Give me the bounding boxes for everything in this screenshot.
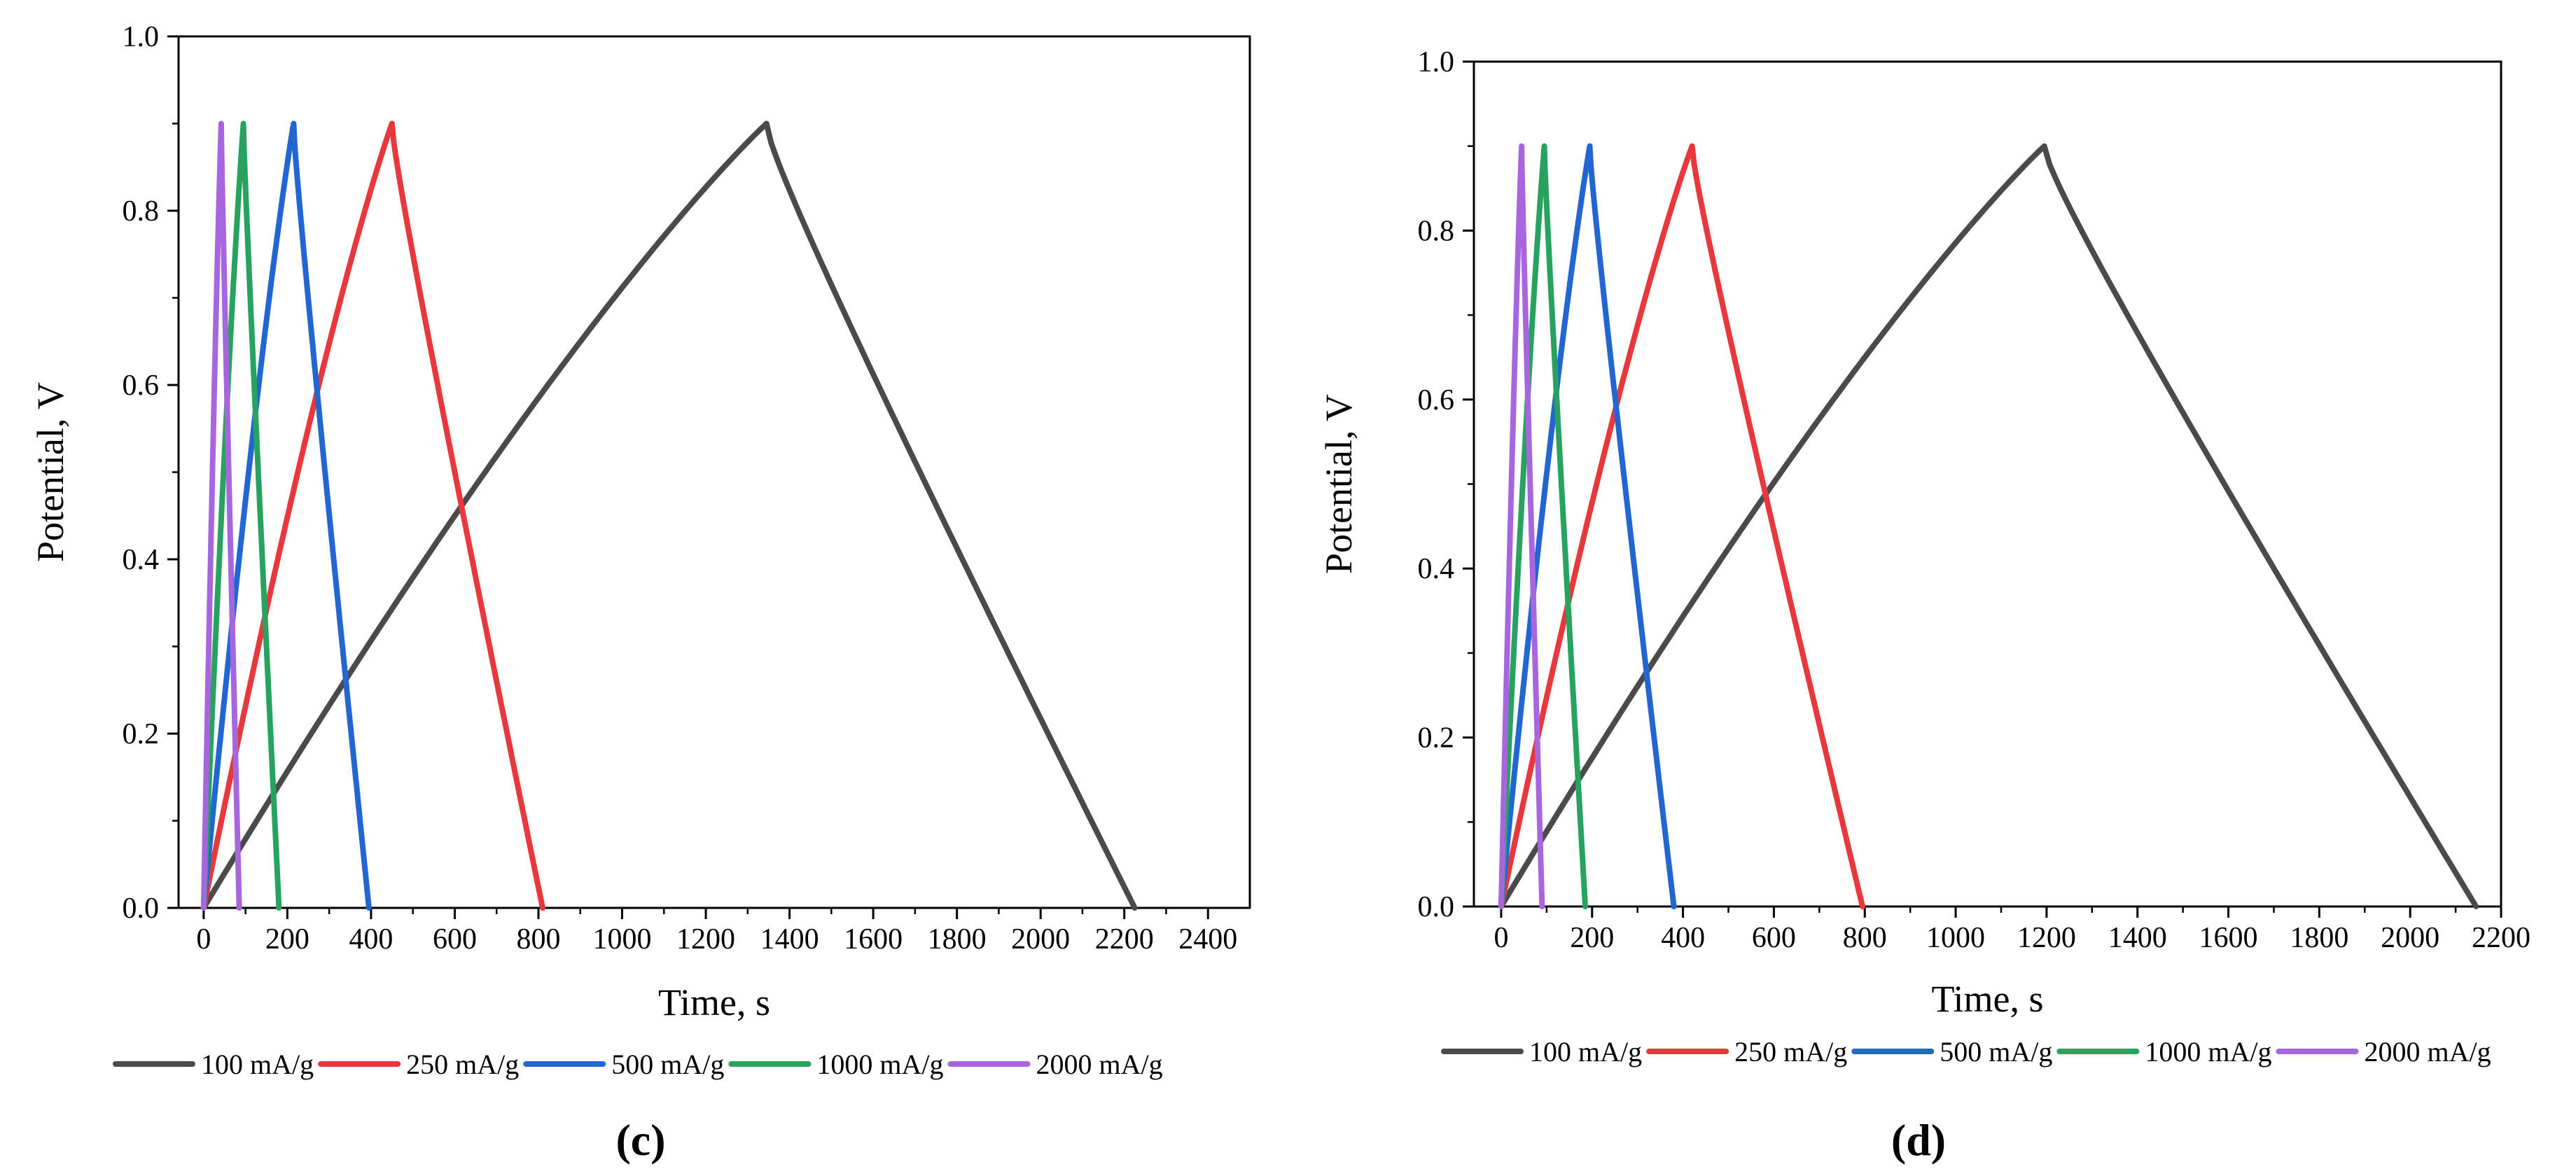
x-tick-label: 2000 bbox=[1011, 923, 1070, 955]
x-tick-label: 1200 bbox=[676, 923, 735, 955]
x-tick-label: 800 bbox=[1843, 922, 1887, 954]
legend-label: 2000 mA/g bbox=[2365, 1036, 2491, 1068]
legend-label: 2000 mA/g bbox=[1036, 1049, 1163, 1080]
chart-panel-c: 0 200 400 600 800 1000 1200 1400 1600 1800 2000 220… bbox=[29, 21, 1251, 1165]
series-line-250-ma-g bbox=[1498, 143, 1865, 909]
legend-label: 250 mA/g bbox=[406, 1049, 519, 1080]
panel-label: (d) bbox=[1891, 1115, 1946, 1165]
x-tick-label: 800 bbox=[516, 923, 560, 955]
chart-panel-d: 0 200 400 600 800 1000 1200 1400 1600 1800 2000 220… bbox=[1318, 46, 2530, 1165]
x-tick-label: 1200 bbox=[2017, 922, 2076, 954]
series-line-100-ma-g bbox=[200, 120, 1138, 911]
x-tick-label: 400 bbox=[1661, 922, 1705, 954]
legend-label: 250 mA/g bbox=[1734, 1036, 1847, 1068]
x-tick-label: 1800 bbox=[928, 923, 987, 955]
panel-label: (c) bbox=[615, 1115, 665, 1165]
y-tick-label: 0.6 bbox=[1418, 384, 1455, 416]
y-tick-label: 0.2 bbox=[123, 718, 160, 750]
y-axis-title: Potential, V bbox=[1318, 394, 1360, 574]
x-tick-label: 2200 bbox=[2472, 922, 2530, 954]
x-tick-label: 2200 bbox=[1095, 923, 1154, 955]
y-tick-label: 0.2 bbox=[1418, 722, 1455, 755]
x-tick-label: 1600 bbox=[844, 923, 903, 955]
x-tick-label: 400 bbox=[349, 923, 393, 955]
y-tick-label: 0.4 bbox=[1418, 553, 1455, 585]
series-line-1000-ma-g bbox=[200, 120, 282, 911]
x-tick-label: 2400 bbox=[1178, 923, 1237, 955]
legend-label: 100 mA/g bbox=[1529, 1036, 1642, 1068]
x-tick-label: 1400 bbox=[760, 923, 819, 955]
legend-label: 500 mA/g bbox=[611, 1049, 724, 1080]
series-line-500-ma-g bbox=[1498, 143, 1677, 909]
y-tick-label: 0.8 bbox=[1418, 215, 1455, 247]
y-tick-label: 1.0 bbox=[1418, 46, 1455, 78]
series-line-2000-ma-g bbox=[200, 120, 242, 911]
legend: 100 mA/g 250 mA/g 500 mA/g 1000 mA/g 2000 mA… bbox=[1441, 1036, 2491, 1068]
x-tick-label: 1600 bbox=[2199, 922, 2258, 954]
y-tick-label: 0.8 bbox=[123, 195, 160, 227]
x-tick-label: 600 bbox=[433, 923, 477, 955]
legend-label: 500 mA/g bbox=[1940, 1036, 2052, 1068]
x-axis-title: Time, s bbox=[658, 981, 770, 1023]
x-tick-label: 1000 bbox=[1926, 922, 1985, 954]
legend-label: 1000 mA/g bbox=[2145, 1036, 2271, 1068]
series-line-100-ma-g bbox=[1498, 143, 2479, 909]
y-axis-title: Potential, V bbox=[29, 382, 71, 562]
x-tick-label: 0 bbox=[196, 923, 211, 955]
y-tick-label: 0.6 bbox=[123, 370, 160, 402]
x-tick-label: 1000 bbox=[593, 923, 652, 955]
x-tick-label: 600 bbox=[1752, 922, 1796, 954]
series-line-2000-ma-g bbox=[1498, 143, 1545, 909]
y-tick-label: 1.0 bbox=[123, 21, 160, 53]
x-tick-label: 200 bbox=[1570, 922, 1614, 954]
x-tick-label: 0 bbox=[1494, 922, 1508, 954]
y-tick-label: 0.0 bbox=[1418, 891, 1455, 923]
x-tick-label: 200 bbox=[265, 923, 309, 955]
y-tick-label: 0.4 bbox=[123, 544, 160, 576]
x-tick-label: 1400 bbox=[2108, 922, 2167, 954]
x-axis-title: Time, s bbox=[1931, 978, 2043, 1020]
y-tick-label: 0.0 bbox=[123, 892, 160, 925]
legend: 100 mA/g 250 mA/g 500 mA/g 1000 mA/g 2000 mA… bbox=[113, 1049, 1163, 1080]
x-tick-label: 1800 bbox=[2290, 922, 2348, 954]
legend-label: 1000 mA/g bbox=[816, 1049, 943, 1080]
legend-label: 100 mA/g bbox=[201, 1049, 314, 1080]
x-tick-label: 2000 bbox=[2381, 922, 2439, 954]
series-line-1000-ma-g bbox=[1498, 143, 1588, 909]
